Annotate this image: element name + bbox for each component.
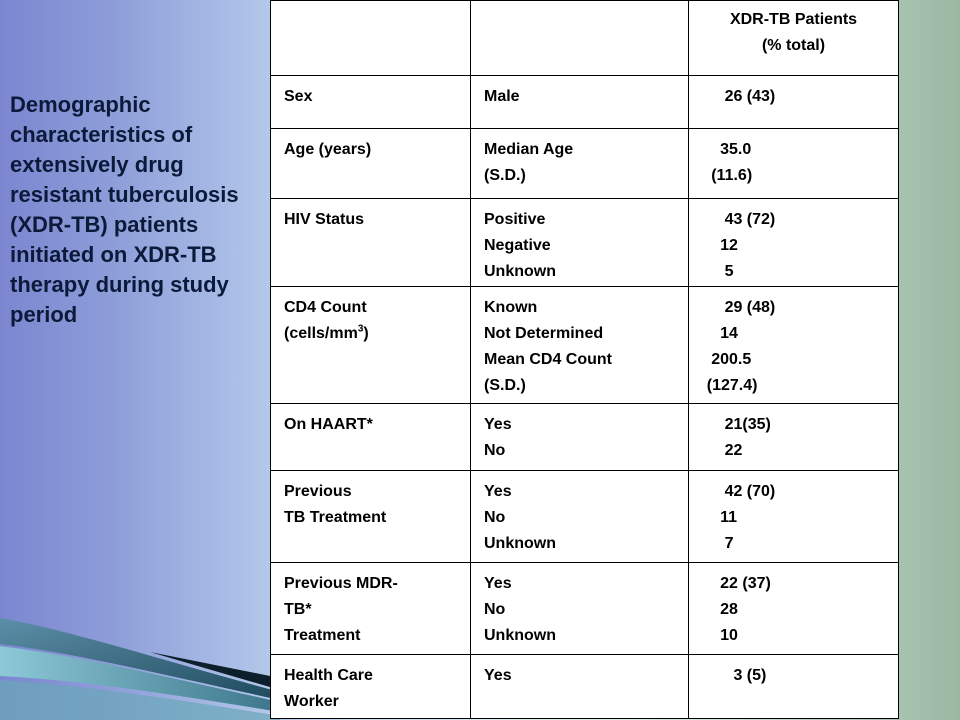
- decorative-swoosh: [0, 618, 280, 720]
- row-label: Health Care Worker: [270, 654, 471, 719]
- table-row: CD4 Count (cells/mm3) Known Not Determine…: [270, 286, 899, 404]
- row-value: 22 (37) 28 10: [688, 562, 899, 655]
- row-value: 43 (72) 12 5: [688, 198, 899, 287]
- header-cell-2: [470, 0, 689, 76]
- table-row: On HAART* Yes No 21(35) 22: [270, 403, 899, 471]
- row-label: On HAART*: [270, 403, 471, 471]
- header-cell-3: XDR-TB Patients (% total): [688, 0, 899, 76]
- row-category: Known Not Determined Mean CD4 Count (S.D…: [470, 286, 689, 404]
- cd4-unit: (cells/mm: [284, 325, 358, 342]
- row-category: Positive Negative Unknown: [470, 198, 689, 287]
- cd4-unit-superscript: 3: [357, 323, 364, 335]
- row-category: Median Age (S.D.): [470, 128, 689, 199]
- row-category: Yes No Unknown: [470, 562, 689, 655]
- row-value: 35.0 (11.6): [688, 128, 899, 199]
- row-value: 26 (43): [688, 75, 899, 129]
- table-row: Health Care Worker Yes 3 (5): [270, 654, 899, 719]
- table-row: Sex Male 26 (43): [270, 75, 899, 129]
- table-row: Age (years) Median Age (S.D.) 35.0 (11.6…: [270, 128, 899, 199]
- row-category: Male: [470, 75, 689, 129]
- row-value: 42 (70) 11 7: [688, 470, 899, 563]
- header-cell-1: [270, 0, 471, 76]
- cd4-label: CD4 Count: [284, 299, 367, 316]
- row-label: Previous MDR- TB* Treatment: [270, 562, 471, 655]
- row-category: Yes No: [470, 403, 689, 471]
- row-label: CD4 Count (cells/mm3): [270, 286, 471, 404]
- row-value: 21(35) 22: [688, 403, 899, 471]
- row-label: Previous TB Treatment: [270, 470, 471, 563]
- table-row: Previous MDR- TB* Treatment Yes No Unkno…: [270, 562, 899, 655]
- row-label: Age (years): [270, 128, 471, 199]
- row-label: HIV Status: [270, 198, 471, 287]
- table-header-row: XDR-TB Patients (% total): [270, 0, 899, 76]
- slide-title: Demographic characteristics of extensive…: [10, 92, 239, 327]
- cd4-unit-end: ): [363, 325, 369, 342]
- row-category: Yes: [470, 654, 689, 719]
- table-row: Previous TB Treatment Yes No Unknown 42 …: [270, 470, 899, 563]
- row-value: 29 (48) 14 200.5 (127.4): [688, 286, 899, 404]
- demographics-table: XDR-TB Patients (% total) Sex Male 26 (4…: [270, 0, 899, 719]
- table-row: HIV Status Positive Negative Unknown 43 …: [270, 198, 899, 287]
- row-category: Yes No Unknown: [470, 470, 689, 563]
- row-label: Sex: [270, 75, 471, 129]
- row-value: 3 (5): [688, 654, 899, 719]
